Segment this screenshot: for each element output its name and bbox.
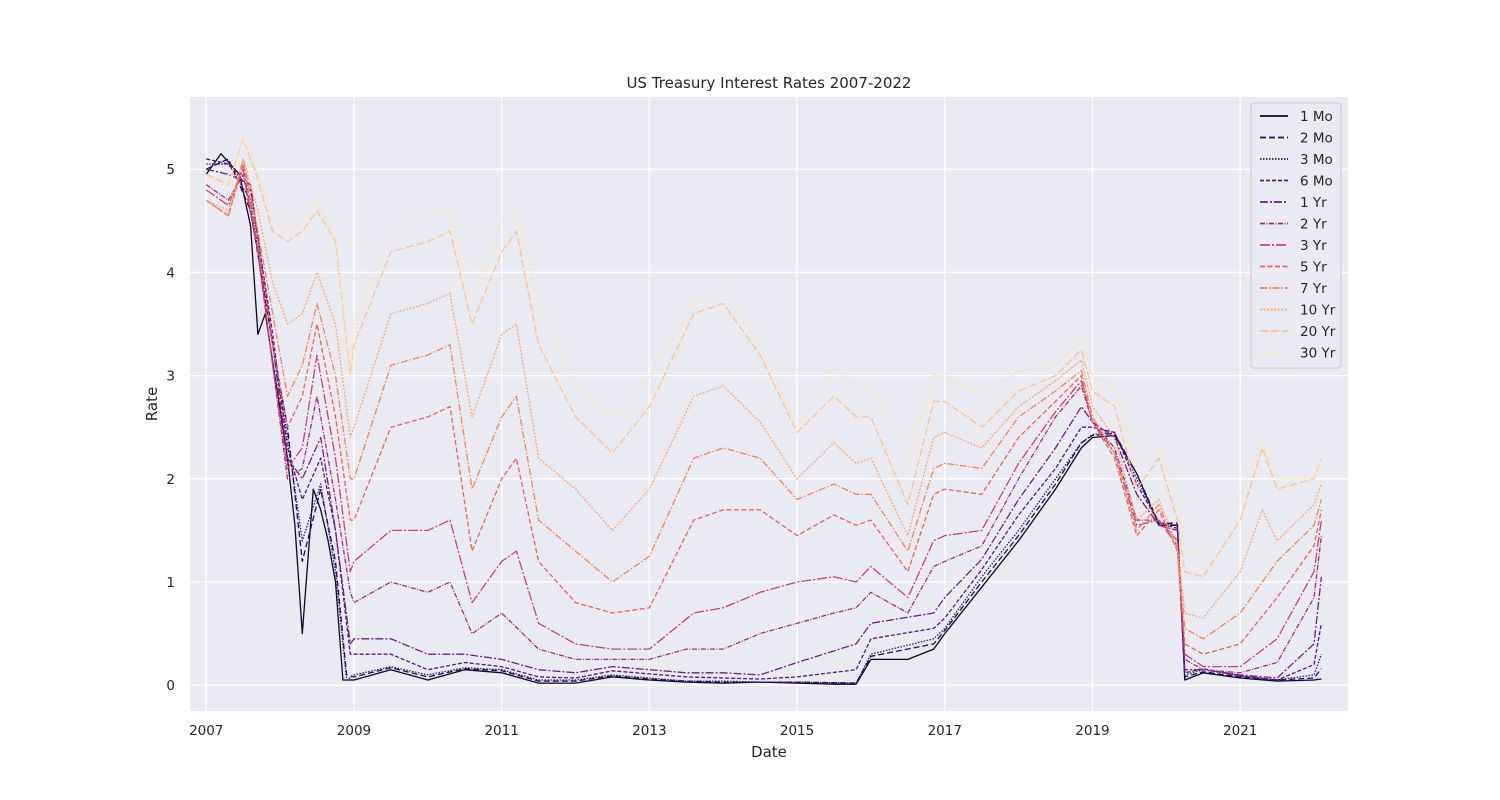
legend-label: 6 Mo — [1300, 174, 1333, 190]
grid-layer — [190, 97, 1348, 711]
series-line-7-yr — [205, 158, 1323, 640]
legend-label: 3 Yr — [1300, 238, 1327, 254]
legend: 1 Mo 2 Mo 3 Mo 6 Mo 1 Yr 2 Yr 3 Yr 5 Yr 7 Yr 10 Y… — [1250, 102, 1342, 369]
x-axis-title: Date — [751, 743, 787, 761]
legend-label: 3 Mo — [1300, 152, 1333, 168]
y-tick-label: 0 — [166, 678, 175, 694]
legend-label: 5 Yr — [1300, 260, 1327, 276]
series-line-20-yr — [205, 137, 1323, 578]
series-line-5-yr — [205, 163, 1323, 655]
x-tick-label: 2017 — [928, 723, 962, 739]
x-tick-label: 2021 — [1223, 723, 1257, 739]
x-tick-label: 2015 — [780, 723, 814, 739]
x-tick-label: 2007 — [189, 723, 223, 739]
legend-box — [1250, 102, 1342, 369]
x-tick-label: 2019 — [1075, 723, 1109, 739]
legend-label: 1 Mo — [1300, 109, 1333, 125]
series-line-30-yr — [206, 137, 1323, 557]
y-tick-label: 1 — [166, 575, 175, 591]
x-tick-label: 2013 — [632, 723, 666, 739]
series-line-6-mo — [206, 158, 1323, 681]
legend-label: 30 Yr — [1300, 346, 1336, 362]
series-layer — [205, 137, 1323, 685]
legend-label: 2 Mo — [1300, 131, 1333, 147]
legend-label: 7 Yr — [1300, 281, 1327, 297]
tick-labels: 2007 2009 2011 2013 2015 2017 2019 2021 0 1 2 3 4 5 — [166, 162, 1257, 739]
x-tick-label: 2011 — [484, 723, 518, 739]
legend-label: 20 Yr — [1300, 324, 1336, 340]
y-tick-label: 3 — [166, 369, 175, 385]
series-line-10-yr — [205, 158, 1323, 619]
series-line-2-yr — [205, 173, 1323, 674]
plot-background — [190, 97, 1348, 711]
series-line-1-yr — [206, 168, 1323, 679]
legend-label: 10 Yr — [1300, 303, 1336, 319]
legend-label: 1 Yr — [1300, 195, 1327, 211]
y-tick-label: 2 — [166, 472, 175, 488]
y-tick-label: 4 — [166, 265, 175, 281]
legend-label: 2 Yr — [1300, 217, 1327, 233]
x-tick-label: 2009 — [337, 723, 371, 739]
y-axis-title: Rate — [143, 387, 161, 421]
y-tick-label: 5 — [166, 162, 175, 178]
chart-title: US Treasury Interest Rates 2007-2022 — [627, 74, 912, 92]
